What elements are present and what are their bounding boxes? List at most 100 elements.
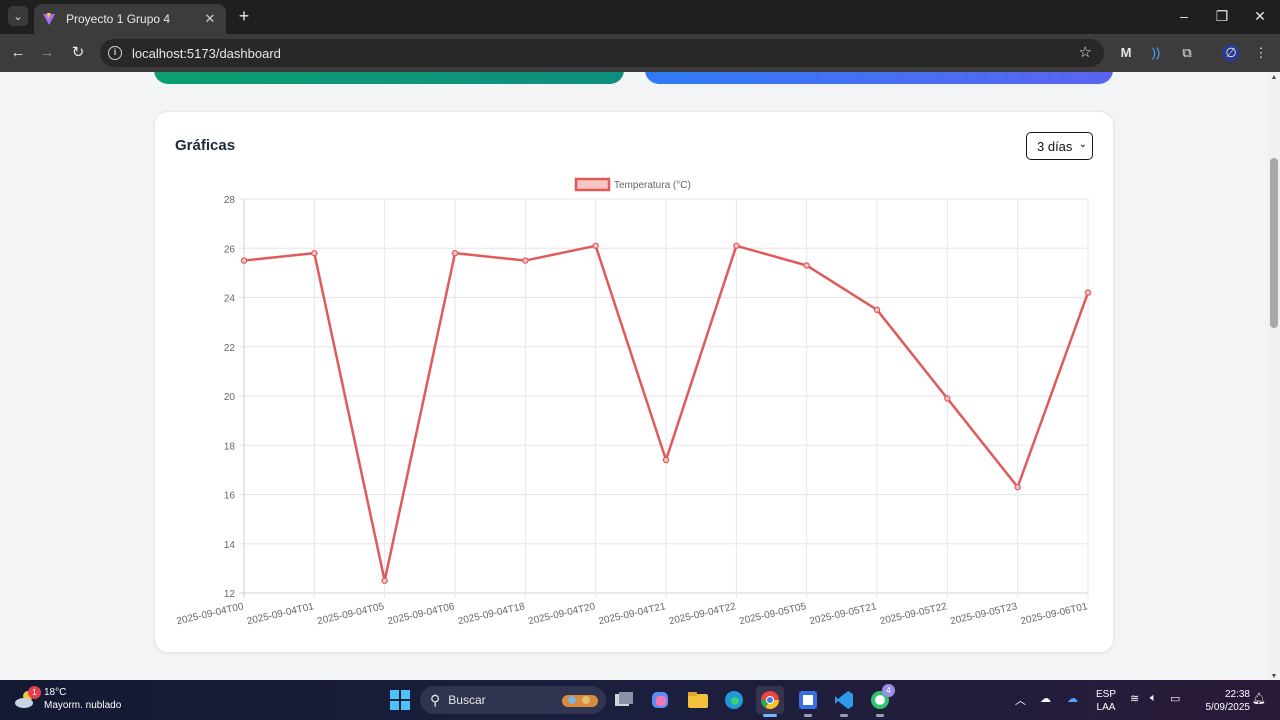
- summary-card-green: [154, 72, 624, 84]
- back-arrow-icon[interactable]: ←: [10, 44, 26, 61]
- y-tick-label: 14: [224, 540, 236, 551]
- chrome-icon: [761, 691, 779, 710]
- cloud-icon[interactable]: ☁: [1040, 693, 1051, 705]
- new-tab-button[interactable]: +: [238, 6, 250, 26]
- x-tick-label: 2025-09-04T18: [457, 601, 527, 627]
- open-app-indicator: [840, 714, 848, 717]
- x-axis-ticks: 2025-09-04T00 2025-09-04T01 2025-09-04T05 2…: [176, 601, 1090, 627]
- vscode-icon: [835, 691, 853, 709]
- data-point: [803, 262, 810, 269]
- data-point: [381, 577, 388, 584]
- page-scrollbar[interactable]: ▲ ▼: [1268, 72, 1280, 680]
- data-point: [451, 249, 459, 257]
- data-point: [733, 242, 740, 249]
- minimize-window-icon[interactable]: –: [1180, 8, 1188, 24]
- cloudy-weather-icon: 1: [14, 686, 41, 710]
- extension-wave-icon[interactable]: )): [1151, 45, 1161, 60]
- tab-title: Proyecto 1 Grupo 4: [66, 12, 171, 26]
- x-tick-label: 2025-09-05T05: [738, 601, 808, 627]
- scroll-up-arrow-icon[interactable]: ▲: [1270, 74, 1278, 81]
- range-select[interactable]: 3 días ⌄: [1026, 132, 1093, 160]
- copilot-icon: [652, 692, 668, 708]
- copilot-app[interactable]: [646, 686, 674, 714]
- scroll-thumb[interactable]: [1270, 158, 1278, 328]
- whatsapp-app[interactable]: 4: [866, 684, 895, 717]
- x-tick-label: 2025-09-05T22: [879, 601, 949, 627]
- rider-icon: [799, 691, 817, 709]
- y-axis-ticks: 12 14 16 18 20 22 24 26 28: [224, 195, 236, 600]
- x-tick-label: 2025-09-05T21: [809, 601, 879, 627]
- x-tick-label: 2025-09-04T00: [176, 601, 246, 627]
- battery-icon[interactable]: ▭: [1170, 693, 1181, 705]
- edge-icon: [725, 691, 743, 709]
- x-tick-label: 2025-09-04T21: [598, 601, 668, 627]
- weather-temperature: 18°C: [44, 687, 67, 698]
- folder-icon: [688, 692, 708, 708]
- task-view-button[interactable]: [610, 686, 638, 714]
- taskbar-search[interactable]: ⚲ Buscar: [420, 686, 606, 714]
- open-app-indicator: [804, 714, 812, 717]
- browser-toolbar: ← → ↻ i localhost:5173/dashboard ☆ M )) …: [0, 34, 1280, 72]
- bookmark-star-icon[interactable]: ☆: [1078, 44, 1092, 61]
- chart-grid: [239, 198, 1089, 598]
- site-info-icon[interactable]: i: [108, 46, 122, 60]
- weather-badge: 1: [28, 686, 41, 699]
- address-url[interactable]: localhost:5173/dashboard: [132, 45, 281, 61]
- data-point: [522, 257, 529, 264]
- close-tab-icon[interactable]: ✕: [204, 11, 216, 26]
- weather-widget[interactable]: 1 18°C Mayorm. nublado: [14, 686, 121, 712]
- y-tick-label: 12: [224, 589, 236, 600]
- profile-avatar-icon[interactable]: ∅: [1222, 44, 1240, 62]
- forward-arrow-icon[interactable]: →: [39, 44, 55, 61]
- tab-search-button[interactable]: ⌄: [8, 6, 28, 26]
- x-tick-label: 2025-09-06T01: [1020, 601, 1090, 627]
- rider-app[interactable]: [794, 686, 822, 717]
- x-tick-label: 2025-09-04T06: [387, 601, 457, 627]
- reload-icon[interactable]: ↻: [71, 44, 85, 61]
- clock-date: 5/09/2025: [1205, 702, 1251, 713]
- charts-card: Gráficas 3 días ⌄ 12 14 16 18 20 22 24 26 28 202…: [154, 111, 1114, 653]
- data-point: [662, 456, 670, 464]
- chart-legend: Temperatura (°C): [574, 177, 691, 192]
- start-button[interactable]: [386, 686, 414, 714]
- edge-app[interactable]: [720, 686, 748, 714]
- input-language[interactable]: ESP LAA: [1092, 688, 1120, 714]
- clock-time: 22:38: [1224, 689, 1250, 700]
- browser-tab-bar: ⌄ Proyecto 1 Grupo 4 ✕ + – ❐ ✕: [0, 0, 1280, 34]
- notifications-icon[interactable]: 🔔︎: [1252, 693, 1266, 705]
- y-tick-label: 16: [224, 491, 236, 502]
- wifi-icon[interactable]: ≋: [1130, 693, 1140, 705]
- data-point: [1084, 289, 1092, 296]
- show-hidden-icons-chevron-icon[interactable]: ︿: [1015, 695, 1026, 707]
- browser-menu-icon[interactable]: ⋮: [1254, 45, 1268, 60]
- search-label: Buscar: [448, 693, 486, 707]
- windows-logo-icon: [390, 690, 410, 710]
- range-select-value: 3 días: [1037, 138, 1073, 154]
- file-explorer-app[interactable]: [684, 686, 712, 714]
- whatsapp-badge: 4: [882, 684, 895, 697]
- extension-m-icon[interactable]: M: [1120, 45, 1132, 60]
- search-icon: ⚲: [430, 691, 441, 708]
- data-point: [873, 306, 881, 314]
- onedrive-icon[interactable]: ☁: [1067, 693, 1078, 705]
- x-tick-label: 2025-09-04T05: [316, 601, 386, 627]
- clock[interactable]: 22:38 5/09/2025: [1194, 688, 1251, 714]
- y-tick-label: 18: [224, 441, 236, 452]
- data-point: [592, 242, 599, 249]
- address-bar[interactable]: i localhost:5173/dashboard ☆: [100, 39, 1104, 67]
- vscode-app[interactable]: [830, 686, 858, 717]
- extensions-puzzle-icon[interactable]: ⧉: [1182, 45, 1192, 60]
- browser-tab[interactable]: Proyecto 1 Grupo 4 ✕: [34, 4, 226, 34]
- close-window-icon[interactable]: ✕: [1254, 8, 1266, 24]
- chrome-app[interactable]: [756, 686, 784, 717]
- y-tick-label: 22: [224, 343, 236, 354]
- task-view-icon: [615, 692, 633, 706]
- data-point: [944, 395, 951, 402]
- scroll-down-arrow-icon[interactable]: ▼: [1270, 673, 1278, 680]
- vite-logo-icon: [43, 13, 55, 25]
- maximize-window-icon[interactable]: ❐: [1215, 8, 1229, 24]
- volume-icon[interactable]: 🔈︎: [1150, 692, 1157, 704]
- chart-series: [240, 242, 1092, 584]
- legend-swatch: [574, 177, 611, 192]
- language-code: ESP: [1095, 689, 1116, 700]
